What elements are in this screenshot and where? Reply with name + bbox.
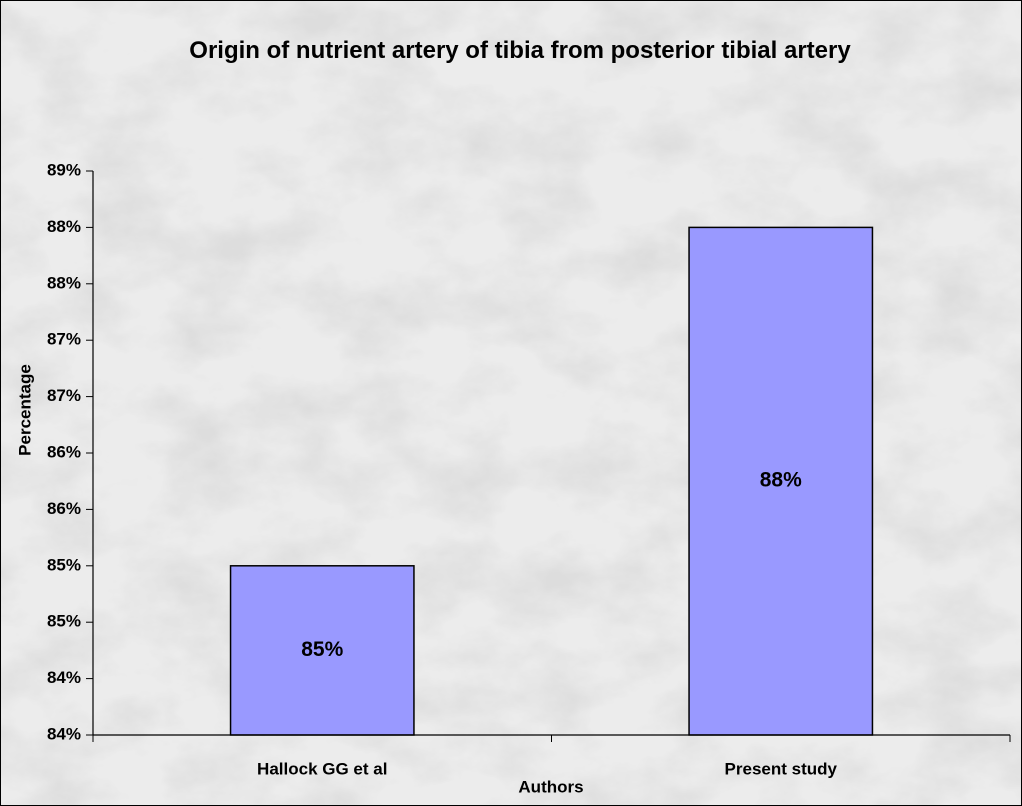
y-tick-label: 85% (47, 555, 81, 574)
x-tick-label: Present study (725, 759, 838, 778)
x-axis-label: Authors (518, 777, 583, 796)
x-tick-label: Hallock GG et al (257, 759, 387, 778)
chart-title: Origin of nutrient artery of tibia from … (189, 37, 851, 64)
y-tick-label: 84% (47, 724, 81, 743)
y-tick-label: 88% (47, 217, 81, 236)
y-tick-label: 84% (47, 668, 81, 687)
y-tick-label: 89% (47, 160, 81, 179)
y-tick-label: 88% (47, 273, 81, 292)
y-tick-label: 87% (47, 330, 81, 349)
data-label: 88% (760, 469, 802, 492)
data-label: 85% (301, 638, 343, 661)
y-tick-label: 85% (47, 612, 81, 631)
y-tick-label: 87% (47, 386, 81, 405)
bar (688, 226, 874, 736)
y-axis-label: Percentage (15, 364, 34, 456)
y-tick-label: 86% (47, 442, 81, 461)
y-tick-label: 86% (47, 499, 81, 518)
bar (229, 565, 415, 736)
